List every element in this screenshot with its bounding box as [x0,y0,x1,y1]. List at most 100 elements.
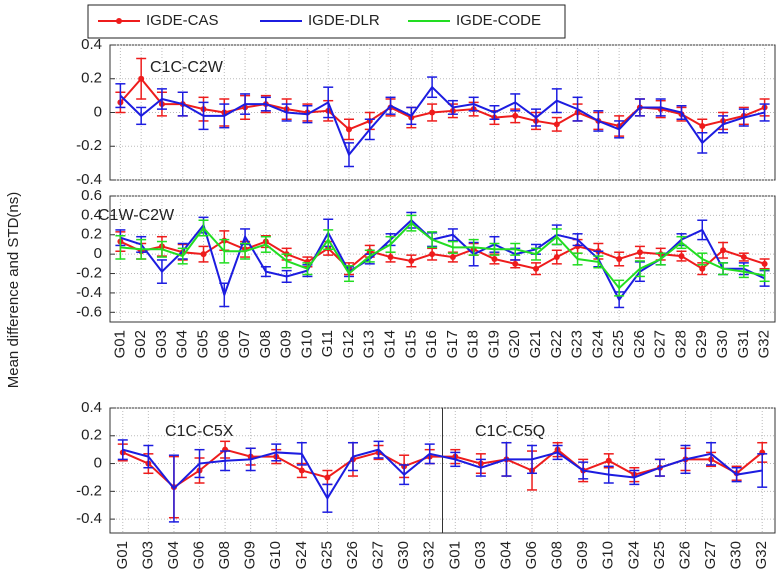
series-line [120,221,765,290]
x-tick-label: G15 [402,330,419,358]
x-tick-label: G30 [714,330,731,358]
x-tick-label: G23 [569,330,586,358]
y-tick-label: 0 [94,455,102,472]
marker [699,265,706,272]
marker [200,251,207,258]
legend-box [87,4,566,39]
marker [429,251,436,258]
marker [720,247,727,254]
marker [616,256,623,262]
y-tick-label: 0 [94,103,102,120]
x-tick-label: G07 [236,330,253,358]
x-tick-label: G09 [574,541,591,569]
x-tick-label: G11 [319,330,336,357]
x-tick-label: G29 [693,330,710,358]
y-tick-label: 0.2 [81,427,102,444]
x-tick-label: G03 [153,330,170,358]
x-tick-label: G09 [278,330,295,358]
x-tick-label: G21 [527,330,544,358]
annotation: C1C-C5Q [475,423,545,440]
x-tick-label: G25 [610,330,627,358]
x-tick-label: G27 [702,541,719,569]
y-tick-label: -0.2 [76,137,102,154]
x-tick-label: G08 [549,541,566,569]
marker [553,121,560,128]
x-tick-label: G10 [298,330,315,358]
y-tick-label: -0.4 [76,171,102,188]
x-tick-label: G24 [625,541,642,569]
x-tick-label: G06 [190,541,207,569]
x-tick-label: G25 [651,541,668,569]
y-tick-label: -0.4 [76,510,102,527]
marker [408,257,415,264]
x-tick-label: G13 [361,330,378,358]
x-tick-label: G06 [523,541,540,569]
x-tick-label: G04 [165,541,182,569]
marker [678,253,685,260]
x-tick-label: G31 [735,330,752,358]
y-tick-label: -0.4 [76,284,102,301]
plot-area [109,195,776,323]
legend-label: IGDE-CAS [146,12,219,29]
x-tick-label: G03 [472,541,489,569]
annotation: C1C-C5X [165,423,234,440]
x-tick-label: G28 [672,330,689,358]
x-tick-label: G10 [600,541,617,569]
series-line [122,448,763,501]
marker [512,260,519,267]
x-tick-label: G32 [753,541,770,569]
legend-marker [116,18,122,24]
x-tick-label: G18 [465,330,482,358]
marker [138,75,145,82]
x-tick-label: G27 [652,330,669,358]
y-tick-label: -0.2 [76,482,102,499]
x-tick-label: G16 [423,330,440,358]
x-tick-label: G06 [215,330,232,358]
x-tick-label: G17 [444,330,461,358]
x-tick-label: G05 [194,330,211,358]
x-tick-label: G04 [174,330,191,358]
series-line [119,85,765,157]
x-tick-label: G12 [340,330,357,358]
x-tick-label: G03 [139,541,156,569]
x-tick-label: G19 [485,330,502,358]
y-tick-label: -0.2 [76,265,102,282]
x-tick-label: G22 [548,330,565,358]
x-tick-label: G26 [344,541,361,569]
x-tick-label: G27 [370,541,387,569]
marker [345,126,352,133]
y-tick-label: -0.6 [76,303,102,320]
marker [429,109,436,116]
x-tick-label: G24 [589,330,606,358]
x-tick-label: G30 [728,541,745,569]
x-tick-label: G32 [421,541,438,569]
marker [491,256,498,262]
y-tick-label: 0.4 [81,36,102,53]
marker [605,457,612,464]
marker [324,474,331,481]
legend-label: IGDE-DLR [308,12,380,29]
x-tick-label: G01 [446,541,463,569]
marker [553,254,560,261]
series-line [119,77,765,131]
x-tick-label: G02 [132,330,149,358]
x-tick-label: G09 [242,541,259,569]
y-tick-label: 0.2 [81,226,102,243]
y-tick-label: 0.2 [81,70,102,87]
annotation: C1W-C2W [98,207,175,224]
x-tick-label: G26 [631,330,648,358]
x-tick-label: G14 [382,330,399,358]
marker [740,254,747,261]
legend-label: IGDE-CODE [456,12,541,29]
y-tick-label: 0.4 [81,399,102,416]
y-axis-label: Mean difference and STD(ns) [5,192,22,389]
x-tick-label: G01 [114,541,131,569]
marker [699,123,706,129]
marker [387,254,394,261]
marker [512,112,519,119]
x-tick-label: G32 [756,330,773,358]
marker [449,254,456,261]
x-tick-label: G08 [257,330,274,358]
annotation: C1C-C2W [150,59,224,76]
